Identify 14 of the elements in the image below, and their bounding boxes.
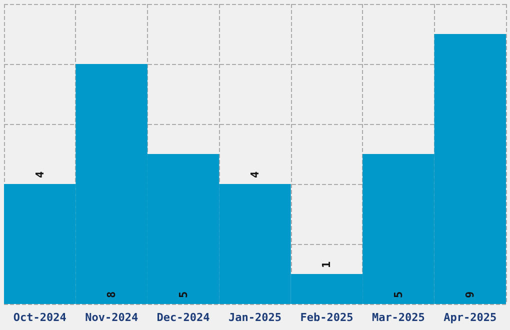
x-tick-label: Jan-2025 (228, 311, 282, 324)
x-tick-label: Apr-2025 (444, 311, 497, 324)
x-tick-label: Oct-2024 (13, 311, 67, 324)
data-label: 5 (176, 291, 190, 298)
x-tick-label: Feb-2025 (300, 311, 354, 324)
data-label: 4 (248, 171, 262, 178)
data-label: 5 (392, 291, 405, 298)
data-label: 1 (320, 261, 334, 268)
x-tick-label: Nov-2024 (85, 311, 138, 324)
data-label: 4 (33, 171, 46, 178)
x-tick-label: Dec-2024 (156, 311, 210, 324)
data-label: 8 (105, 291, 118, 298)
x-tick-label: Mar-2025 (372, 311, 425, 324)
data-label: 9 (464, 291, 477, 298)
